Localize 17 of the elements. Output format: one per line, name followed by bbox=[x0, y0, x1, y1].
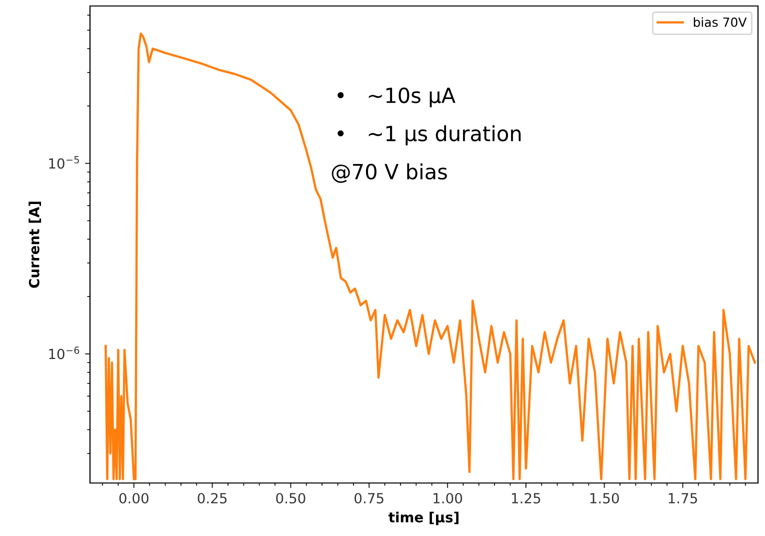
y-tick-label: 10$^{−5}$ bbox=[49, 156, 79, 169]
x-tick-label: 0.25 bbox=[198, 492, 227, 504]
x-tick-label: 0.00 bbox=[119, 492, 148, 504]
y-tick-label: 10$^{−6}$ bbox=[49, 346, 80, 360]
x-tick-label: 1.25 bbox=[512, 492, 540, 504]
x-tick-label: 0.50 bbox=[276, 492, 306, 504]
annotation: @70 V bias bbox=[332, 163, 447, 183]
y-axis-title: Current [A] bbox=[28, 202, 42, 288]
legend-label: bias 70V bbox=[694, 17, 747, 27]
x-tick-label: 1.50 bbox=[590, 492, 619, 504]
annotation: • ~10s µA bbox=[338, 87, 456, 108]
x-tick-label: 1.00 bbox=[434, 492, 462, 504]
line-series bbox=[104, 32, 756, 480]
annotation: • ~1 µs duration bbox=[338, 125, 521, 146]
x-tick-label: 1.75 bbox=[668, 493, 697, 504]
x-tick-label: 0.75 bbox=[354, 492, 384, 504]
x-axis-title: time [µs] bbox=[388, 512, 458, 526]
